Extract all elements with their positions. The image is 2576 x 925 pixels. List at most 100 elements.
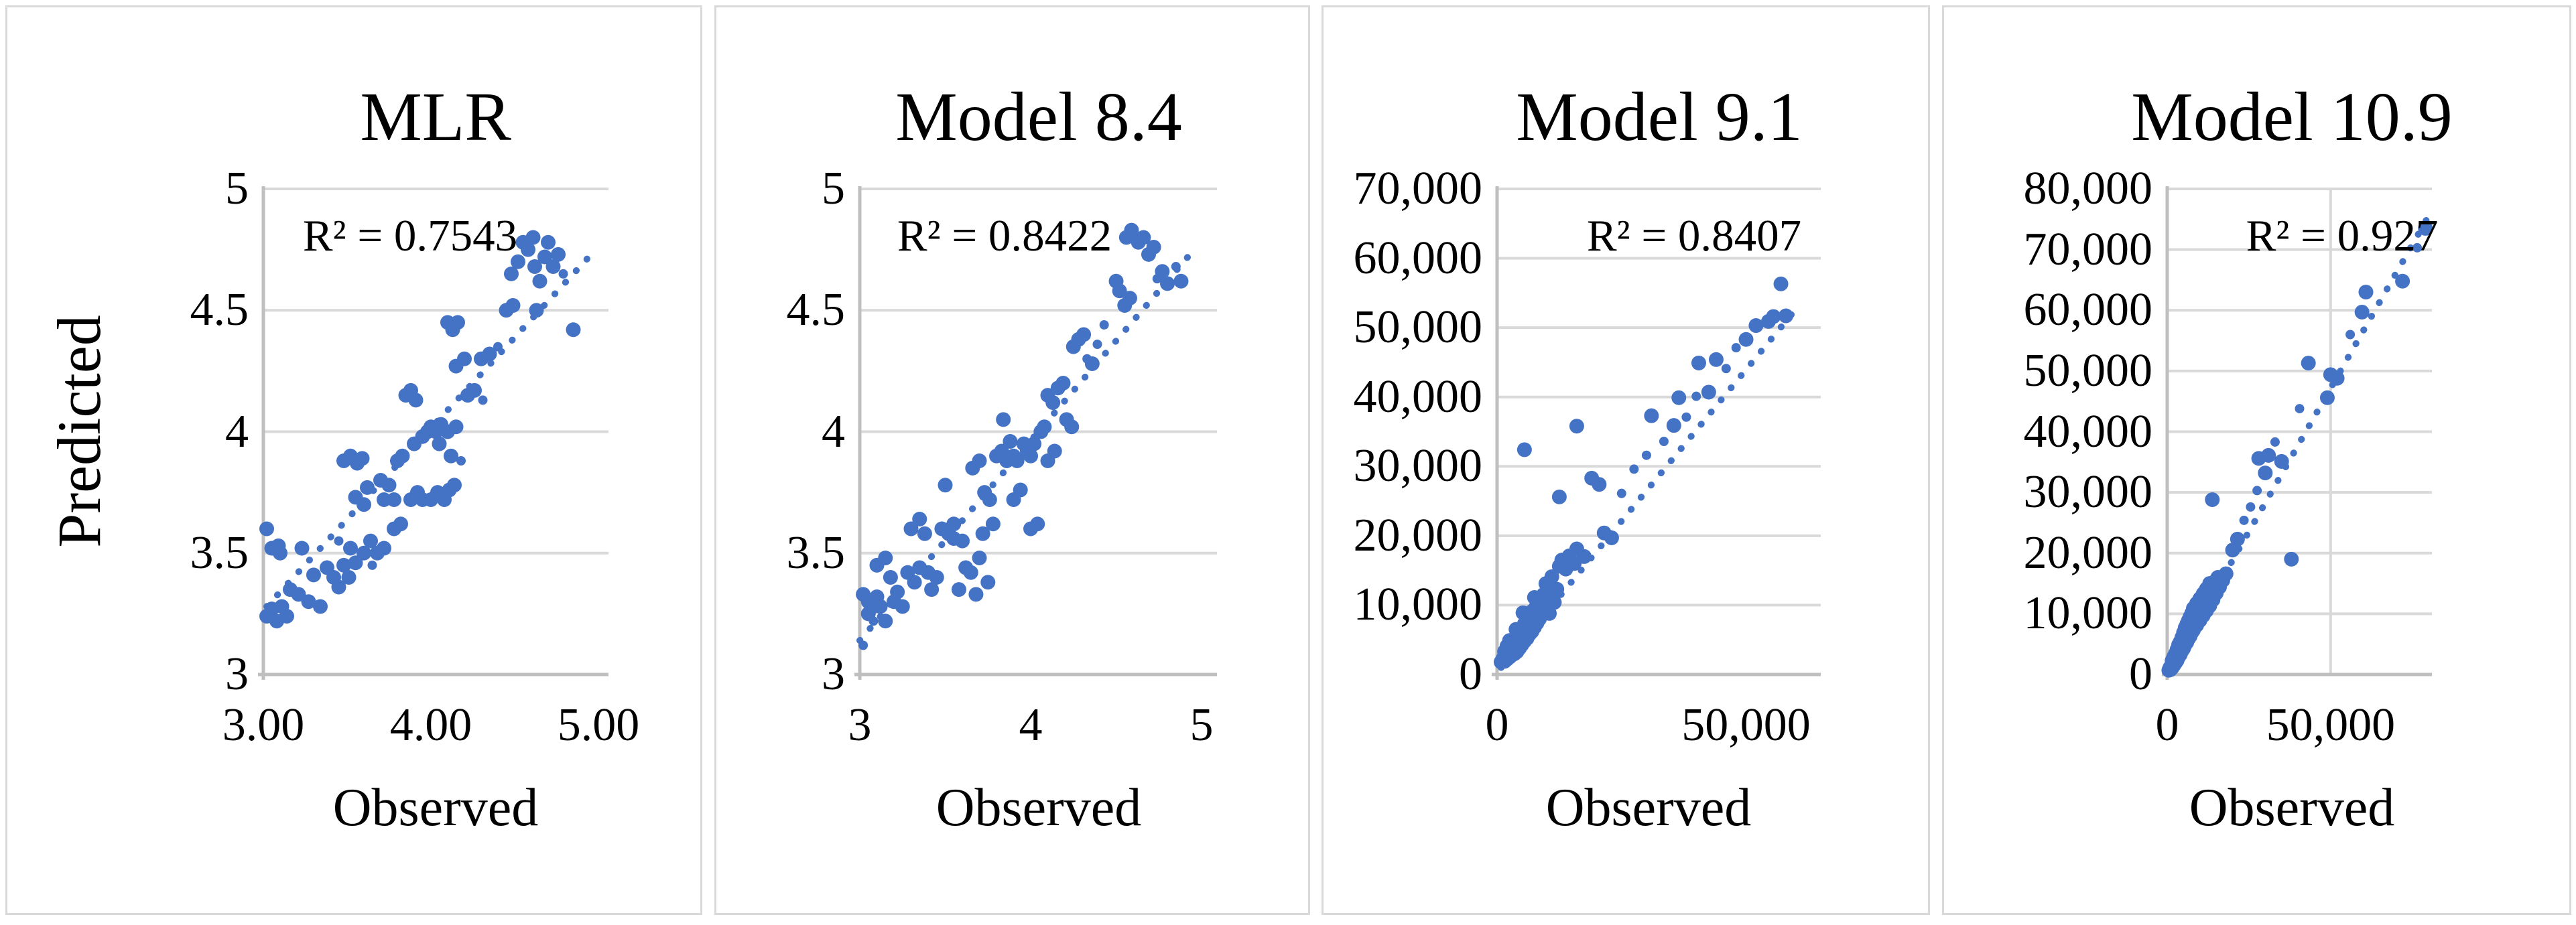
- data-point: [448, 419, 464, 435]
- y-axis-title: Predicted: [45, 315, 113, 548]
- data-point: [482, 346, 497, 362]
- data-point: [873, 599, 888, 614]
- data-point: [1146, 240, 1161, 255]
- r-squared-annotation: R² = 0.7543: [302, 211, 518, 261]
- data-point: [2230, 531, 2245, 547]
- data-point: [1701, 384, 1716, 400]
- data-point: [1027, 436, 1042, 451]
- x-axis-tick-label: 4: [1019, 699, 1043, 751]
- data-point: [363, 533, 378, 549]
- data-point: [1644, 408, 1659, 423]
- data-point: [273, 545, 287, 561]
- data-point: [2358, 285, 2374, 300]
- data-point: [357, 545, 371, 561]
- data-point: [955, 533, 970, 549]
- data-point: [1045, 395, 1061, 410]
- data-point: [444, 448, 458, 464]
- x-axis-tick-label: 5.00: [557, 699, 640, 751]
- data-point: [1721, 364, 1731, 374]
- chart-title: Model 9.1: [1516, 78, 1803, 155]
- trendline: [2165, 210, 2434, 676]
- data-point: [505, 298, 521, 313]
- data-point: [341, 570, 357, 585]
- data-point: [1013, 482, 1028, 498]
- data-point: [1112, 283, 1127, 299]
- data-point: [367, 560, 377, 570]
- data-point: [895, 599, 910, 614]
- data-point: [2252, 486, 2262, 496]
- chart-title: Model 8.4: [895, 78, 1182, 155]
- data-point: [1681, 412, 1691, 422]
- data-point: [355, 451, 370, 466]
- data-point: [1064, 419, 1080, 435]
- data-point: [2354, 304, 2370, 319]
- y-axis-tick-label: 5: [822, 163, 845, 214]
- data-point: [963, 565, 978, 580]
- data-point: [504, 266, 519, 281]
- data-point: [343, 541, 358, 556]
- y-axis-tick-label: 4: [822, 405, 845, 457]
- y-axis-tick-label: 40,000: [1353, 370, 1483, 423]
- data-point: [521, 242, 535, 257]
- y-axis-tick-label: 4.5: [190, 284, 249, 336]
- data-point: [912, 512, 927, 526]
- trendline: [1497, 307, 1799, 671]
- data-point: [1515, 605, 1531, 620]
- data-point: [1155, 264, 1170, 279]
- data-point: [1666, 418, 1681, 433]
- data-point: [917, 526, 932, 541]
- data-point: [2270, 437, 2280, 447]
- r-squared-annotation: R² = 0.8422: [897, 211, 1112, 261]
- data-point: [2412, 242, 2423, 253]
- data-point: [1641, 450, 1651, 460]
- y-axis-tick-label: 30,000: [1353, 440, 1483, 492]
- data-point: [259, 521, 274, 537]
- data-point: [1076, 327, 1092, 342]
- data-point: [334, 536, 344, 546]
- y-axis-tick-label: 3.5: [786, 526, 846, 579]
- data-point: [336, 557, 351, 573]
- data-point: [456, 456, 466, 466]
- y-axis-tick-label: 40,000: [2023, 405, 2153, 457]
- data-point: [2284, 551, 2299, 567]
- data-point: [313, 599, 328, 614]
- trendline: [263, 248, 597, 610]
- data-point: [1766, 309, 1781, 324]
- data-point: [525, 230, 541, 245]
- data-point: [1544, 569, 1559, 584]
- y-axis-tick-label: 60,000: [1353, 232, 1483, 284]
- data-point: [1616, 488, 1626, 498]
- data-point: [980, 575, 996, 590]
- y-axis-tick-label: 10,000: [1353, 579, 1483, 631]
- y-axis-tick-label: 3: [225, 648, 249, 700]
- trendline: [856, 253, 1192, 644]
- x-axis-tick-label: 0: [1485, 699, 1509, 751]
- data-point: [1592, 477, 1607, 492]
- y-axis-tick-label: 70,000: [2023, 223, 2153, 275]
- y-axis-tick-label: 20,000: [1353, 509, 1483, 561]
- data-point: [432, 436, 447, 451]
- x-axis-tick-label: 0: [2155, 699, 2179, 751]
- data-point: [929, 570, 944, 585]
- data-point: [532, 273, 548, 289]
- chart-title: MLR: [360, 78, 511, 155]
- data-point: [1517, 442, 1532, 457]
- x-axis-title: Observed: [332, 778, 539, 837]
- data-point: [1099, 320, 1109, 330]
- data-point: [2258, 466, 2273, 481]
- data-point: [447, 478, 462, 493]
- data-point: [566, 322, 581, 338]
- r-squared-annotation: R² = 0.927: [2246, 211, 2439, 261]
- data-point: [1577, 549, 1592, 564]
- data-point: [1671, 390, 1687, 405]
- y-axis-tick-label: 5: [225, 163, 249, 214]
- x-axis-title: Observed: [936, 778, 1142, 837]
- y-axis-tick-label: 10,000: [2023, 587, 2153, 640]
- data-point: [1773, 276, 1789, 291]
- data-point: [1502, 633, 1517, 648]
- data-point: [868, 616, 879, 626]
- data-point: [1136, 230, 1151, 245]
- data-point: [1030, 516, 1045, 532]
- data-point: [1551, 489, 1567, 504]
- data-point: [972, 453, 987, 468]
